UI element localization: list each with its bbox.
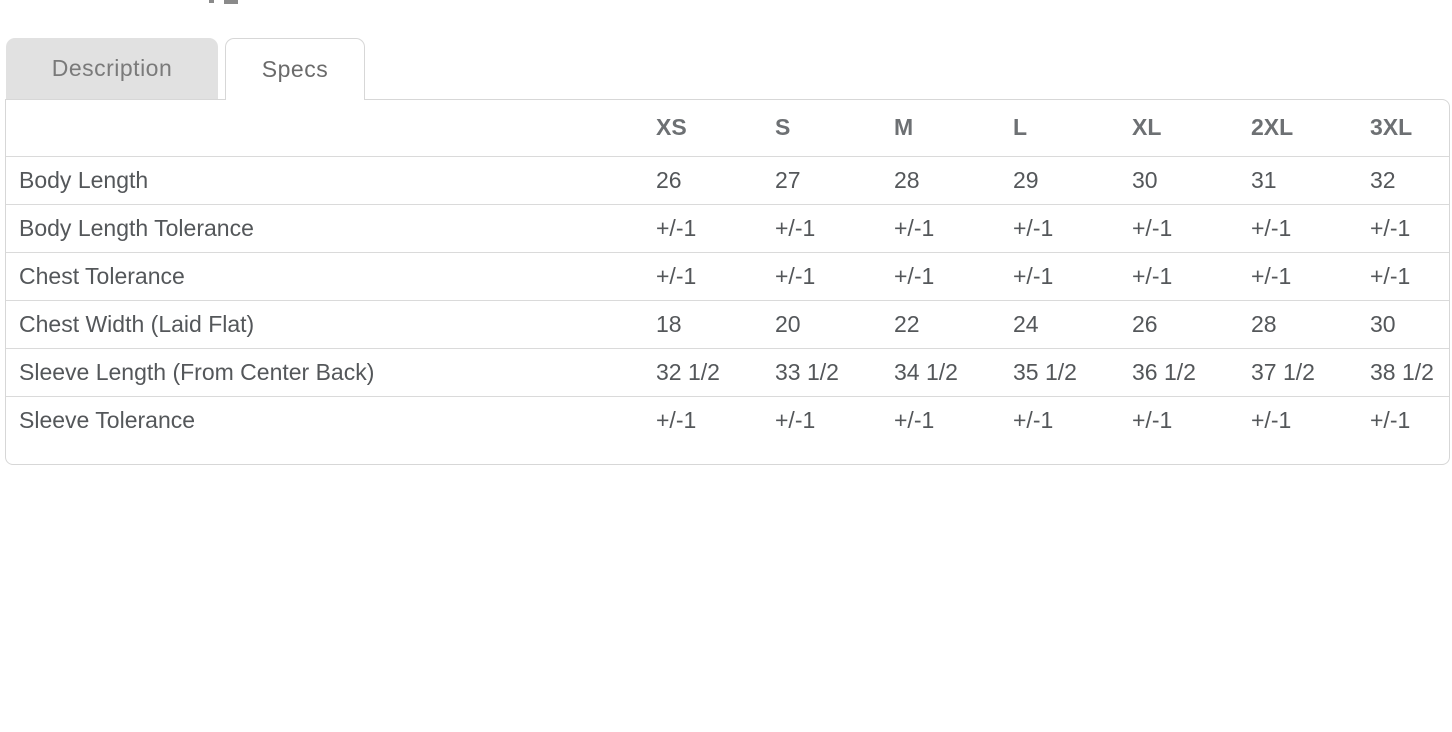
cell-value: 22 <box>894 300 1013 349</box>
spec-table-corner-cell <box>6 100 656 157</box>
tab-description[interactable]: Description <box>6 38 218 99</box>
column-header-s: S <box>775 100 894 157</box>
cell-value: +/-1 <box>1370 204 1449 253</box>
cell-value: +/-1 <box>1370 406 1411 433</box>
cell-value: 34 1/2 <box>894 348 1013 397</box>
cell-value: 28 <box>894 156 1013 205</box>
table-header-row: XS S M L XL 2XL 3XL <box>6 100 1449 157</box>
cell-value: +/-1 <box>1132 204 1251 253</box>
cell-value: +/-1 <box>1251 406 1292 433</box>
tab-specs[interactable]: Specs <box>225 38 365 100</box>
cell-value: +/-1 <box>775 406 816 433</box>
row-label: Chest Width (Laid Flat) <box>6 300 656 349</box>
row-label: Sleeve Tolerance <box>19 406 196 433</box>
row-label: Chest Tolerance <box>6 252 656 301</box>
cell-value: +/-1 <box>894 204 1013 253</box>
size-spec-table: XS S M L XL 2XL 3XL Body Length 26 27 28… <box>6 100 1449 444</box>
cell-value: +/-1 <box>1132 406 1173 433</box>
cell-value: 31 <box>1251 156 1370 205</box>
cell-value: 37 1/2 <box>1251 348 1370 397</box>
column-header-3xl: 3XL <box>1370 100 1449 157</box>
cell-value: +/-1 <box>894 252 1013 301</box>
cell-value: +/-1 <box>656 252 775 301</box>
cell-value: +/-1 <box>1013 406 1054 433</box>
column-header-2xl: 2XL <box>1251 100 1370 157</box>
row-label: Body Length Tolerance <box>6 204 656 253</box>
cell-value: +/-1 <box>656 406 697 433</box>
cell-value: 20 <box>775 300 894 349</box>
table-row: Chest Tolerance +/-1 +/-1 +/-1 +/-1 +/-1… <box>6 252 1449 301</box>
table-row: Chest Width (Laid Flat) 18 20 22 24 26 2… <box>6 300 1449 349</box>
cell-value: 36 1/2 <box>1132 348 1251 397</box>
cell-value: 29 <box>1013 156 1132 205</box>
table-row: Body Length 26 27 28 29 30 31 32 <box>6 156 1449 205</box>
cell-value: +/-1 <box>1013 204 1132 253</box>
column-header-xl: XL <box>1132 100 1251 157</box>
cell-value: +/-1 <box>1251 204 1370 253</box>
cell-value: +/-1 <box>894 406 935 433</box>
column-header-l: L <box>1013 100 1132 157</box>
cell-value: 35 1/2 <box>1013 348 1132 397</box>
cell-value: 33 1/2 <box>775 348 894 397</box>
cell-value: 32 <box>1370 156 1449 205</box>
cell-value: 26 <box>656 156 775 205</box>
column-header-xs: XS <box>656 100 775 157</box>
row-label: Body Length <box>6 156 656 205</box>
cell-value: 30 <box>1370 300 1449 349</box>
cell-value: +/-1 <box>1013 252 1132 301</box>
column-header-m: M <box>894 100 1013 157</box>
cell-value: 18 <box>656 300 775 349</box>
cell-value: +/-1 <box>1251 252 1370 301</box>
clipped-text-fragment <box>224 0 238 4</box>
specs-panel: XS S M L XL 2XL 3XL Body Length 26 27 28… <box>5 99 1450 465</box>
cell-value: +/-1 <box>656 204 775 253</box>
cell-value: +/-1 <box>775 252 894 301</box>
table-row: Sleeve Tolerance +/-1 +/-1 +/-1 +/-1 +/-… <box>6 396 1449 444</box>
clipped-text-fragment <box>209 0 214 3</box>
row-label: Sleeve Length (From Center Back) <box>6 348 656 397</box>
cell-value: +/-1 <box>1370 252 1449 301</box>
table-row: Body Length Tolerance +/-1 +/-1 +/-1 +/-… <box>6 204 1449 253</box>
product-info-tabs: Description Specs <box>6 38 365 100</box>
cell-value: 27 <box>775 156 894 205</box>
cell-value: 38 1/2 <box>1370 348 1449 397</box>
cell-value: 28 <box>1251 300 1370 349</box>
cell-value: 30 <box>1132 156 1251 205</box>
cell-value: +/-1 <box>775 204 894 253</box>
cell-value: 26 <box>1132 300 1251 349</box>
cell-value: 32 1/2 <box>656 348 775 397</box>
cell-value: 24 <box>1013 300 1132 349</box>
table-row: Sleeve Length (From Center Back) 32 1/2 … <box>6 348 1449 397</box>
cell-value: +/-1 <box>1132 252 1251 301</box>
